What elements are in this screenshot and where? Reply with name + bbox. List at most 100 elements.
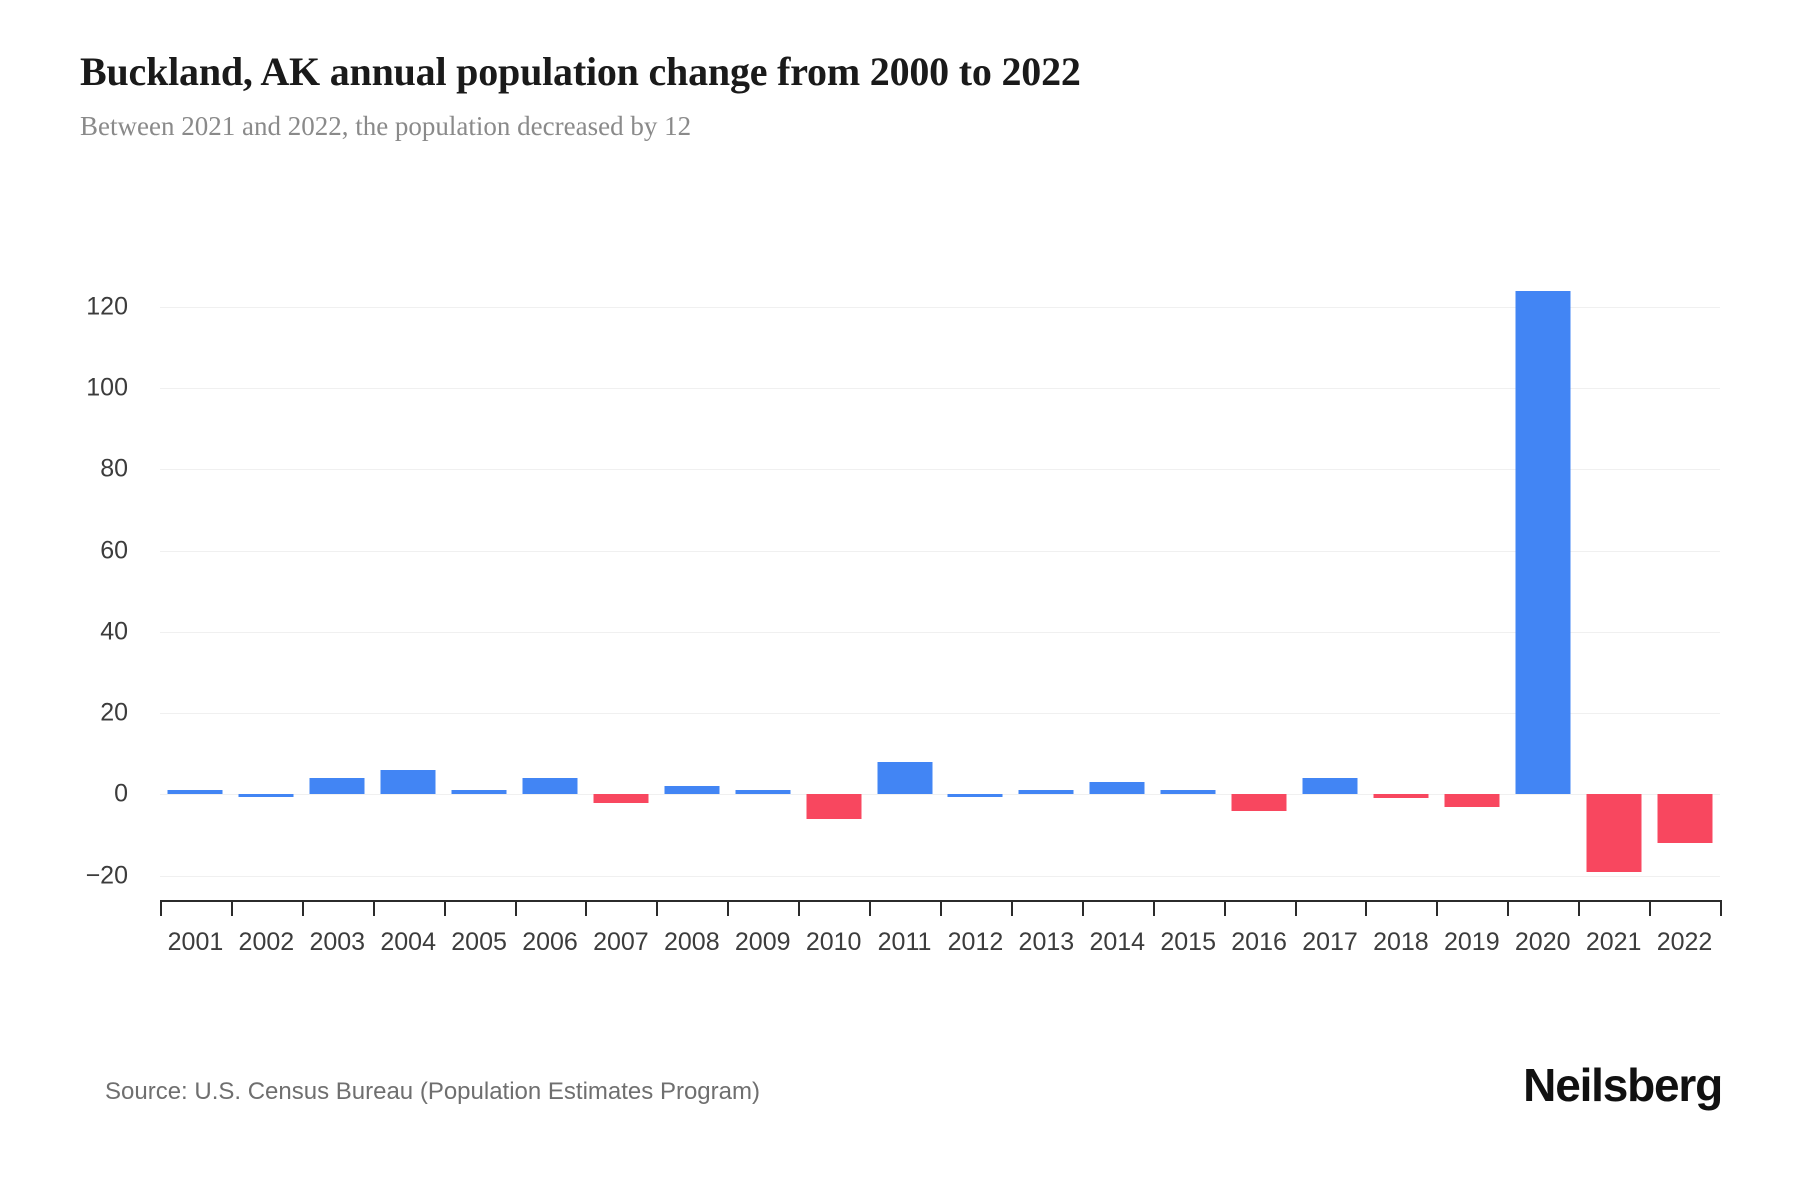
gridline <box>160 550 1720 552</box>
x-axis-tick-label: 2021 <box>1585 928 1642 956</box>
x-axis-tick-label: 2006 <box>522 928 578 956</box>
x-axis-tick-mark <box>372 900 375 916</box>
gridline <box>160 306 1720 308</box>
x-axis-tick-mark <box>301 900 304 916</box>
bar-slot <box>1153 250 1224 900</box>
x-axis-tick-label: 2010 <box>805 928 862 956</box>
bar[interactable] <box>522 778 578 795</box>
y-axis-tick-label: 20 <box>100 698 128 727</box>
x-axis-tick-label: 2013 <box>1018 928 1075 956</box>
bar-slot <box>444 250 515 900</box>
bar-slot <box>1578 250 1649 900</box>
x-axis-tick-mark <box>1010 900 1013 916</box>
bar[interactable] <box>238 794 294 798</box>
bar[interactable] <box>664 786 720 795</box>
x-axis-tick-mark <box>1578 900 1581 916</box>
gridline <box>160 631 1720 633</box>
bar[interactable] <box>806 794 862 819</box>
x-axis-tick-mark <box>1507 900 1510 916</box>
x-axis-tick-mark <box>1649 900 1652 916</box>
bar[interactable] <box>1160 790 1216 795</box>
x-axis-tick-label: 2005 <box>451 928 507 956</box>
x-axis-tick-label: 2014 <box>1089 928 1146 956</box>
gridline <box>160 713 1720 715</box>
bar-slot <box>1436 250 1507 900</box>
x-axis-tick-mark <box>1294 900 1297 916</box>
x-axis-tick-label: 2008 <box>664 928 720 956</box>
bar-slot <box>940 250 1011 900</box>
bar-slot <box>869 250 940 900</box>
bar[interactable] <box>735 790 791 795</box>
bar[interactable] <box>593 794 649 803</box>
x-axis-tick-mark <box>1152 900 1155 916</box>
bar[interactable] <box>1444 794 1500 807</box>
y-axis-tick-label: 80 <box>100 454 128 483</box>
bar[interactable] <box>1373 794 1429 799</box>
bar-slot <box>1011 250 1082 900</box>
bar[interactable] <box>309 778 365 795</box>
x-axis-tick-label: 2009 <box>734 928 791 956</box>
y-axis-tick-label: 60 <box>100 536 128 565</box>
x-axis-tick-mark <box>1720 900 1722 916</box>
x-axis-tick-label: 2022 <box>1656 928 1713 956</box>
bar[interactable] <box>1302 778 1358 795</box>
bar[interactable] <box>877 761 933 795</box>
x-axis-tick-mark <box>1081 900 1084 916</box>
y-axis-tick-label: 100 <box>86 373 128 402</box>
x-axis-tick-mark <box>585 900 588 916</box>
y-axis-tick-label: 40 <box>100 617 128 646</box>
bar[interactable] <box>947 794 1003 798</box>
bar[interactable] <box>451 790 507 795</box>
bar-slot <box>373 250 444 900</box>
bar-slot <box>656 250 727 900</box>
x-axis-tick-mark <box>1436 900 1439 916</box>
bar-slot <box>231 250 302 900</box>
bar[interactable] <box>380 770 436 795</box>
chart-header: Buckland, AK annual population change fr… <box>80 48 1720 144</box>
x-axis-tick-label: 2012 <box>947 928 1004 956</box>
x-axis-tick-label: 2007 <box>593 928 649 956</box>
bar-slot <box>1224 250 1295 900</box>
x-axis-tick-mark <box>160 900 162 916</box>
brand-logo: Neilsberg <box>1523 1059 1723 1111</box>
x-axis-tick-mark <box>656 900 659 916</box>
x-axis-tick-label: 2003 <box>309 928 366 956</box>
bar-slot <box>1082 250 1153 900</box>
y-axis-tick-label: 120 <box>86 292 128 321</box>
bar-slot <box>798 250 869 900</box>
bar[interactable] <box>1586 794 1642 872</box>
bar-slot <box>160 250 231 900</box>
bar-slot <box>1649 250 1720 900</box>
y-axis-tick-label: −20 <box>85 861 128 890</box>
page-title: Buckland, AK annual population change fr… <box>80 49 1081 94</box>
gridline <box>160 794 1720 796</box>
x-axis-tick-mark <box>1223 900 1226 916</box>
bar[interactable] <box>1231 794 1287 811</box>
x-axis-tick-label: 2004 <box>380 928 436 956</box>
plot-canvas <box>160 250 1720 900</box>
x-axis-tick-label: 2001 <box>167 928 224 956</box>
x-axis-tick-mark <box>727 900 730 916</box>
y-axis-tick-label: 0 <box>114 779 128 808</box>
bar-slot <box>1365 250 1436 900</box>
bar-slot <box>302 250 373 900</box>
x-axis-tick-label: 2015 <box>1160 928 1216 956</box>
gridline <box>160 875 1720 877</box>
bar[interactable] <box>1515 290 1571 795</box>
bar[interactable] <box>167 790 223 795</box>
x-axis-tick-label: 2018 <box>1373 928 1429 956</box>
x-axis-tick-mark <box>443 900 446 916</box>
bar-slot <box>1295 250 1366 900</box>
source-note: Source: U.S. Census Bureau (Population E… <box>105 1078 760 1105</box>
x-axis-tick-mark <box>514 900 517 916</box>
bar[interactable] <box>1018 790 1074 795</box>
x-axis-tick-label: 2019 <box>1444 928 1500 956</box>
gridline <box>160 469 1720 471</box>
bar[interactable] <box>1089 782 1145 795</box>
bar[interactable] <box>1657 794 1713 844</box>
x-axis-tick-label: 2016 <box>1231 928 1287 956</box>
x-axis-tick-mark <box>940 900 942 916</box>
x-axis-tick-label: 2011 <box>877 928 932 956</box>
x-axis-tick-label: 2017 <box>1302 928 1358 956</box>
